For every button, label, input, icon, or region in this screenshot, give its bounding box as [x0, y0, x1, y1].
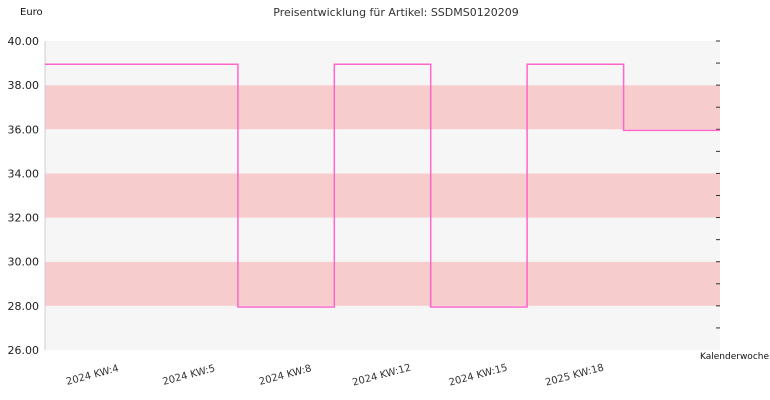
background-band: [45, 305, 720, 350]
background-band: [45, 129, 720, 174]
series-group: [45, 63, 720, 308]
series-line: [45, 63, 720, 308]
background-band: [45, 217, 720, 262]
x-axis-ticks: 2024 KW:4 2024 KW:5 2024 KW:8 2024 KW:12 202…: [65, 362, 605, 388]
x-tick-label: 2025 KW:18: [544, 362, 605, 388]
x-tick-label: 2024 KW:4: [65, 363, 120, 388]
background-band: [45, 261, 720, 306]
right-axis-ticks: [716, 40, 720, 329]
background-band: [45, 41, 720, 86]
x-tick-label: 2024 KW:15: [448, 362, 509, 388]
x-tick-label: 2024 KW:12: [351, 362, 412, 388]
y-axis-ticks: 26.00 28.00 30.00 32.00 34.00 36.00 38.00 40.00: [8, 35, 40, 357]
x-axis-label: Kalenderwoche: [700, 352, 769, 362]
background-band: [45, 173, 720, 218]
background-bands: [45, 41, 720, 350]
x-tick-label: 2024 KW:5: [162, 363, 217, 388]
y-tick-label: 34.00: [8, 167, 40, 180]
y-tick-label: 32.00: [8, 212, 40, 225]
y-axis-unit-label: Euro: [20, 7, 43, 18]
y-tick-label: 26.00: [8, 344, 40, 357]
y-tick-label: 30.00: [8, 256, 40, 269]
y-tick-label: 40.00: [8, 35, 40, 48]
x-tick-label: 2024 KW:8: [258, 363, 313, 388]
chart-title: Preisentwicklung für Artikel: SSDMS01202…: [273, 6, 518, 19]
y-tick-label: 36.00: [8, 123, 40, 136]
y-tick-label: 28.00: [8, 300, 40, 313]
y-tick-label: 38.00: [8, 79, 40, 92]
background-band: [45, 85, 720, 130]
